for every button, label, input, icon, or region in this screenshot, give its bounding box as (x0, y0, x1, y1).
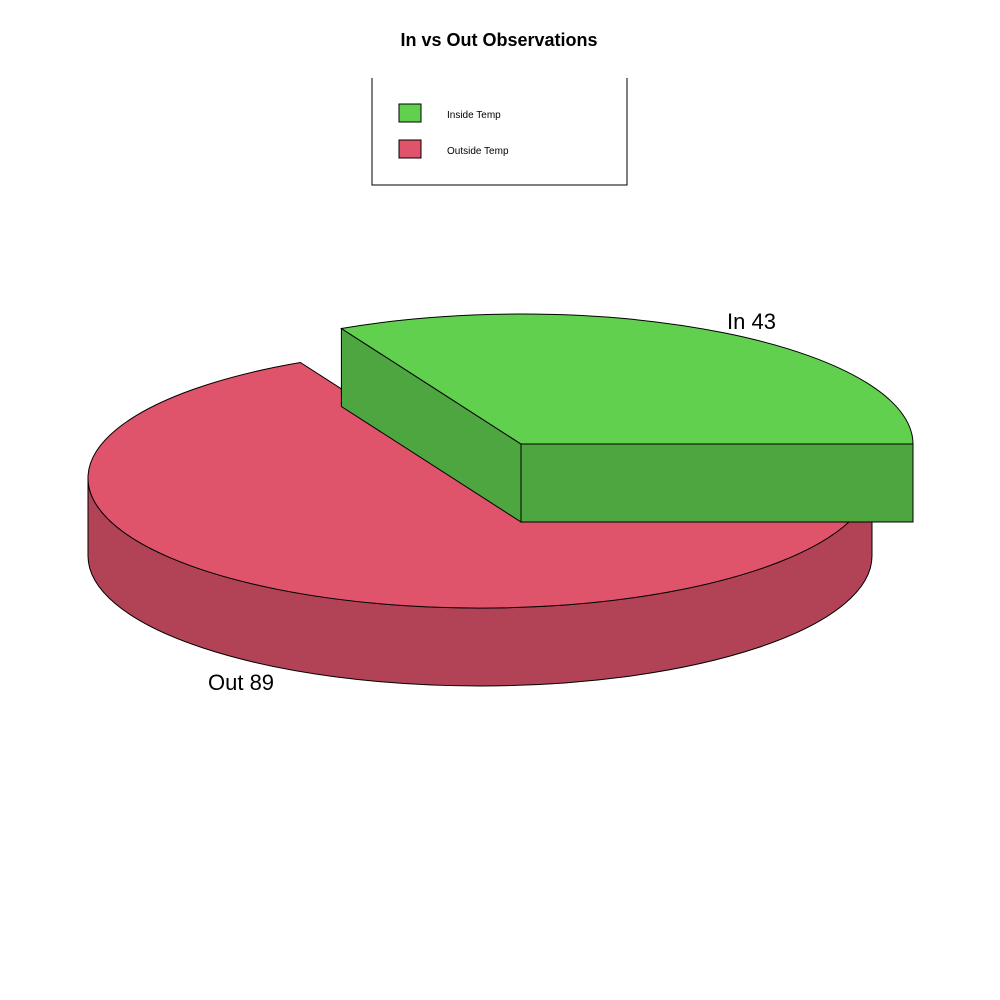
legend-label-inside: Inside Temp (447, 110, 501, 121)
legend-label-outside: Outside Temp (447, 146, 509, 157)
slice-inside-temp (340, 313, 914, 523)
chart-title: In vs Out Observations (400, 30, 597, 50)
slice-top-inside-temp (340, 313, 914, 445)
slice-cut-start-inside-temp (520, 443, 914, 523)
legend-swatch-outside (398, 139, 422, 159)
legend-box (371, 78, 628, 186)
legend: Inside Temp Outside Temp (371, 78, 628, 186)
pie-slices (87, 313, 914, 687)
slice-label-out: Out 89 (208, 670, 274, 695)
legend-swatch-inside (398, 103, 422, 123)
slice-label-in: In 43 (727, 309, 776, 334)
